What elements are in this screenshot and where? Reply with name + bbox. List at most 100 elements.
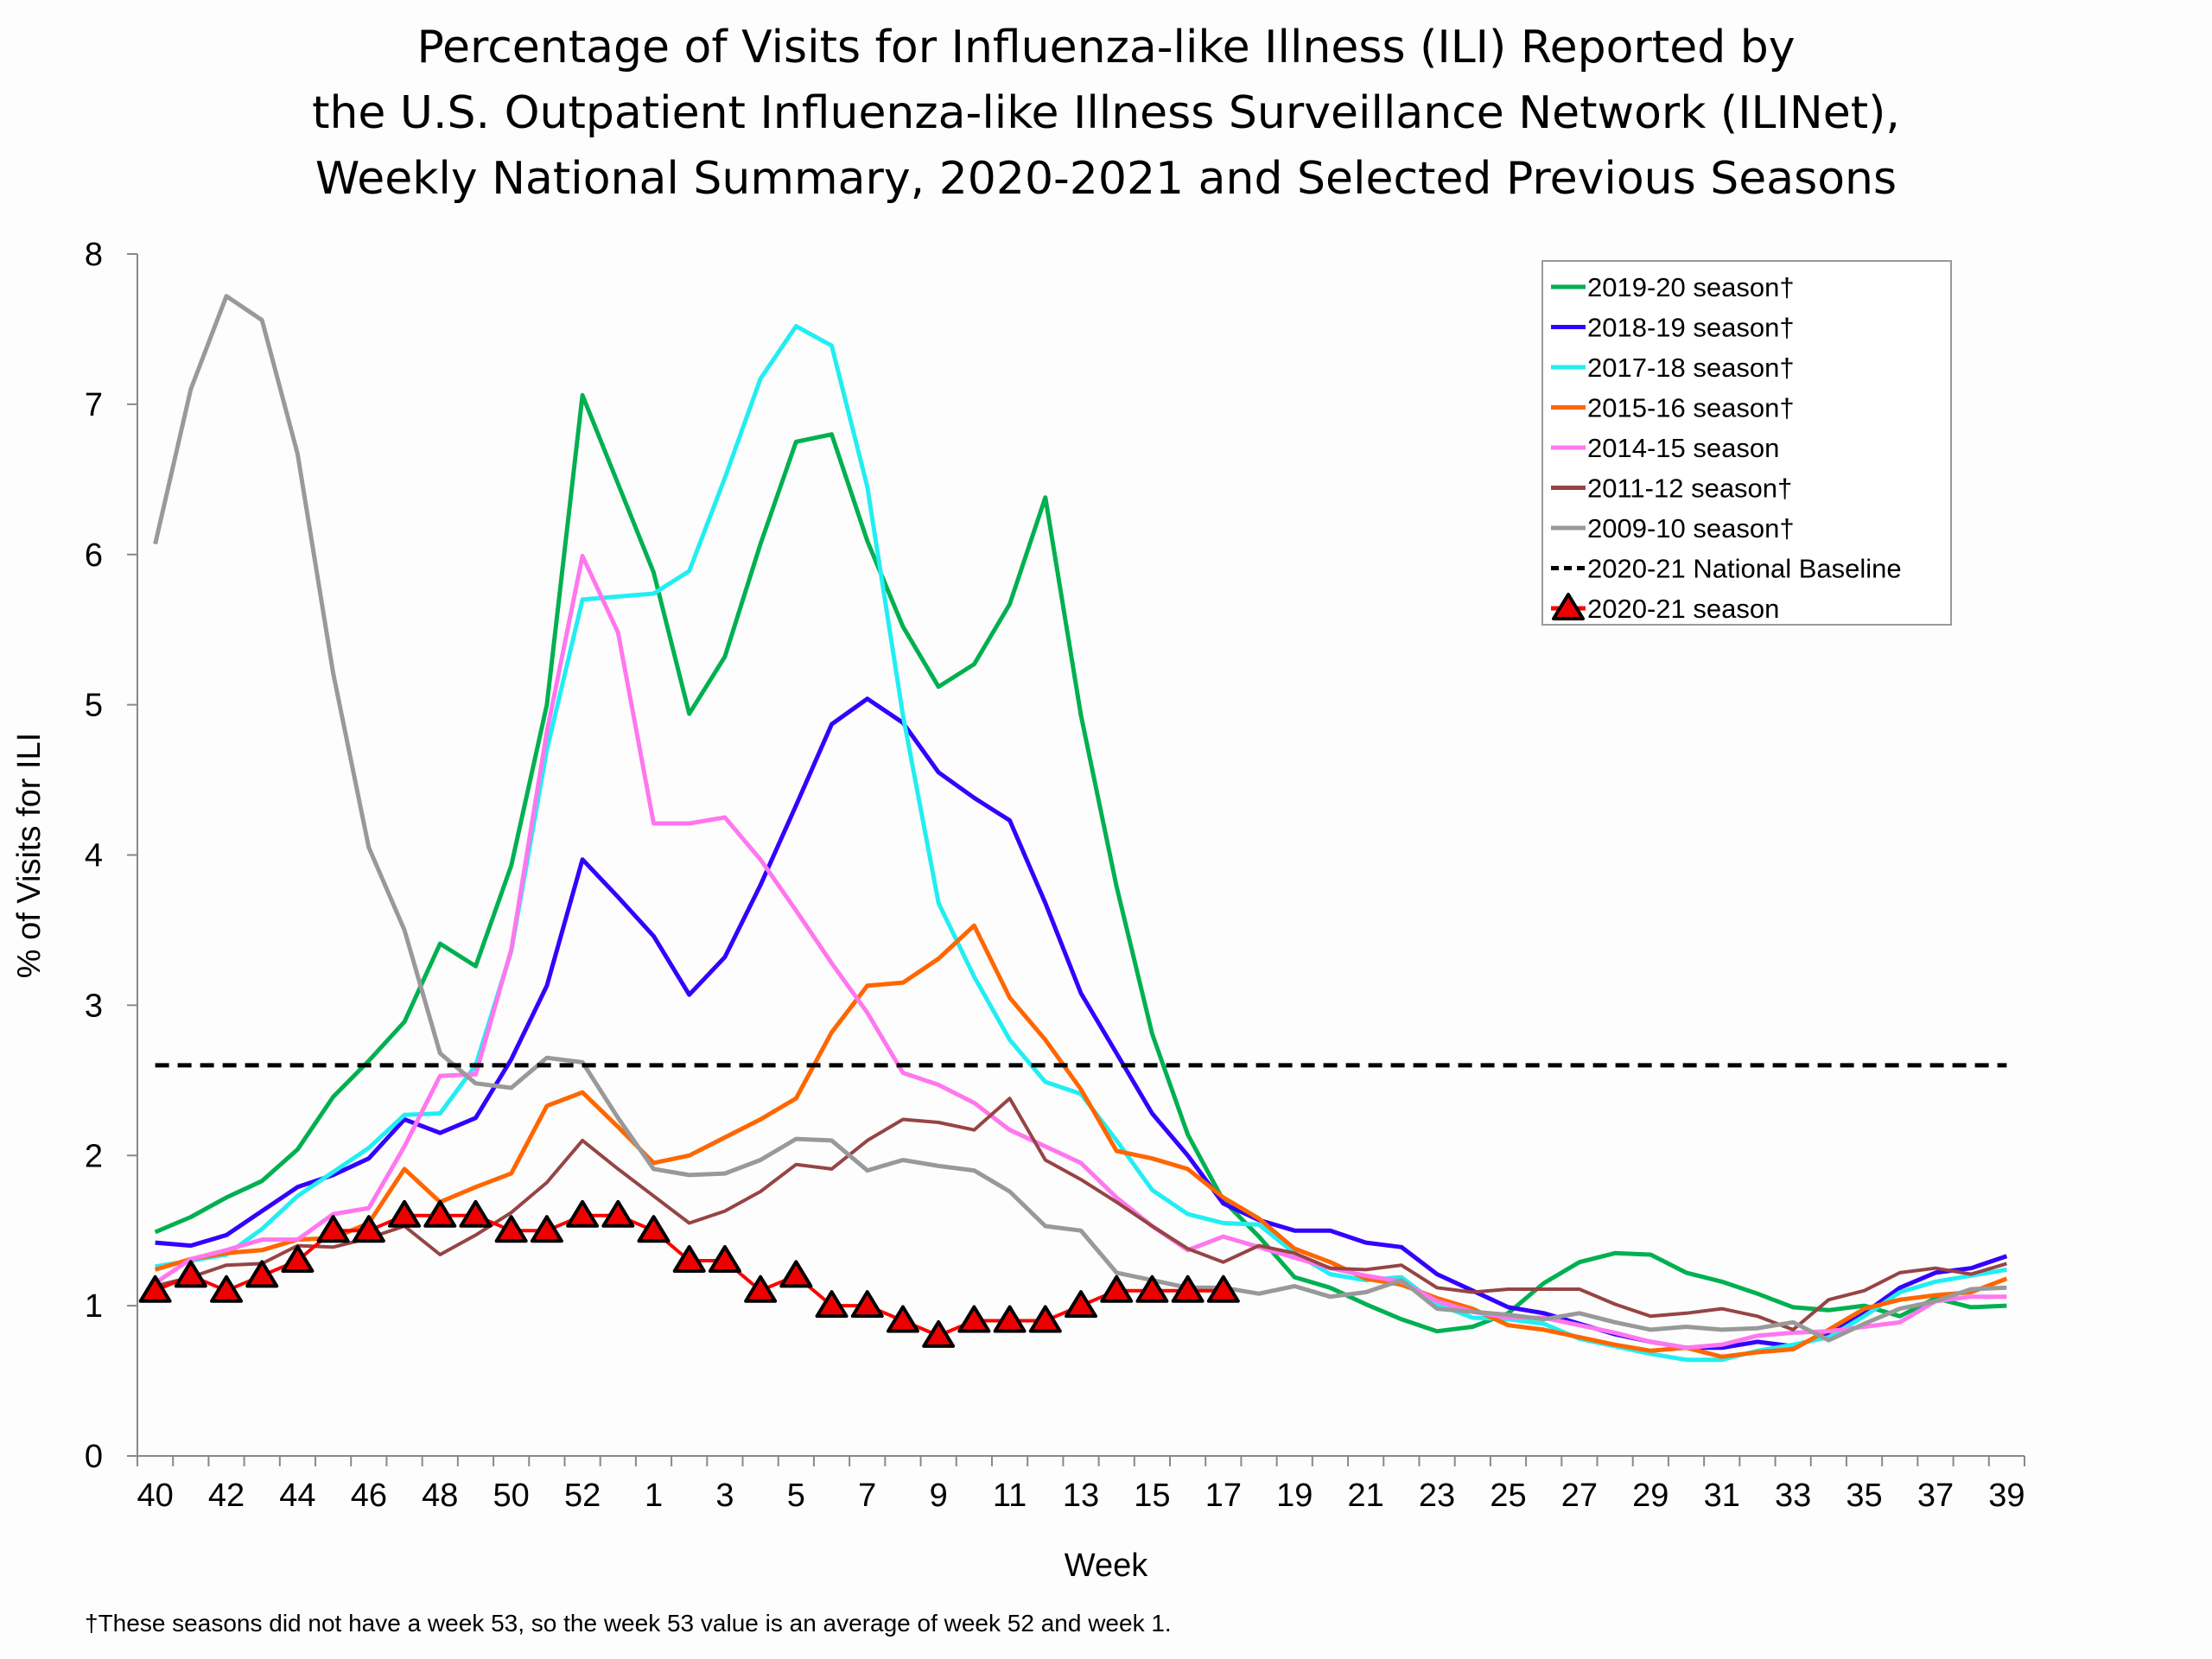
triangle-marker <box>957 1305 991 1333</box>
legend-item-2018-19-season: 2018-19 season† <box>1551 313 1795 343</box>
y-tick-label: 2 <box>85 1138 103 1174</box>
y-tick-label: 1 <box>85 1288 103 1325</box>
legend-label: 2009-10 season† <box>1587 513 1795 543</box>
x-tick-label: 21 <box>1348 1478 1384 1514</box>
triangle-marker <box>245 1260 279 1288</box>
series-line-2011-12-season <box>155 1096 2007 1332</box>
triangle-marker <box>601 1199 635 1228</box>
legend-item-2019-20-season: 2019-20 season† <box>1551 272 1795 302</box>
series-line-2009-10-season <box>153 294 2007 1343</box>
x-tick-label: 46 <box>351 1478 387 1514</box>
x-tick-label: 29 <box>1632 1478 1669 1514</box>
y-tick-label: 5 <box>85 688 103 724</box>
triangle-marker <box>138 1274 172 1303</box>
x-tick-label: 1 <box>645 1478 663 1514</box>
footnote: †These seasons did not have a week 53, s… <box>85 1610 1172 1637</box>
triangle-marker <box>1065 1290 1097 1319</box>
x-tick-label: 40 <box>137 1478 173 1514</box>
x-tick-label: 23 <box>1419 1478 1455 1514</box>
series-line-2015-16-season <box>154 923 2008 1359</box>
triangle-marker <box>1100 1274 1134 1303</box>
triangle-marker <box>1028 1305 1062 1333</box>
legend-item-2015-16-season: 2015-16 season† <box>1551 393 1795 423</box>
x-tick-label: 50 <box>493 1478 530 1514</box>
legend-box <box>1541 260 1952 626</box>
x-tick-label: 33 <box>1775 1478 1811 1514</box>
chart-title-line-2: the U.S. Outpatient Influenza-like Illne… <box>312 87 1900 139</box>
triangle-marker <box>850 1290 884 1319</box>
x-tick-label: 31 <box>1704 1478 1740 1514</box>
series-line-2019-20-season <box>154 392 2007 1334</box>
chart-title-line-1: Percentage of Visits for Influenza-like … <box>416 22 1795 73</box>
triangle-marker <box>530 1215 563 1243</box>
x-tick-label: 37 <box>1917 1478 1954 1514</box>
triangle-marker <box>210 1274 244 1303</box>
triangle-marker <box>459 1199 493 1228</box>
x-tick-label: 3 <box>715 1478 734 1514</box>
triangle-marker <box>708 1244 741 1273</box>
legend-label: 2017-18 season† <box>1587 353 1795 383</box>
triangle-marker <box>423 1199 457 1228</box>
legend-label: 2015-16 season† <box>1587 393 1795 423</box>
x-tick-label: 9 <box>930 1478 948 1514</box>
triangle-marker <box>174 1260 207 1288</box>
x-tick-label: 15 <box>1134 1478 1170 1514</box>
triangle-marker <box>1135 1274 1169 1303</box>
triangle-marker <box>388 1199 422 1228</box>
x-tick-label: 11 <box>993 1478 1027 1514</box>
triangle-marker <box>1171 1274 1205 1303</box>
legend-item-2020-21-national-baseline: 2020-21 National Baseline <box>1551 554 1902 584</box>
legend-label: 2018-19 season† <box>1587 313 1795 343</box>
triangle-marker <box>672 1244 706 1273</box>
legend-item-2014-15-season: 2014-15 season <box>1551 433 1779 463</box>
triangle-marker <box>637 1215 671 1243</box>
legend-item-2017-18-season: 2017-18 season† <box>1551 353 1795 383</box>
x-tick-label: 5 <box>787 1478 805 1514</box>
x-tick-label: 44 <box>279 1478 315 1514</box>
x-tick-label: 19 <box>1276 1478 1313 1514</box>
y-tick-label: 0 <box>85 1439 103 1475</box>
triangle-marker <box>316 1215 350 1243</box>
y-tick-label: 8 <box>85 237 103 273</box>
triangle-marker <box>1552 593 1585 620</box>
x-tick-label: 27 <box>1561 1478 1598 1514</box>
triangle-marker <box>779 1260 813 1288</box>
x-tick-label: 25 <box>1490 1478 1526 1514</box>
legend-label: 2019-20 season† <box>1587 272 1795 302</box>
legend-item-2009-10-season: 2009-10 season† <box>1551 513 1795 543</box>
legend-label: 2020-21 season <box>1587 594 1779 624</box>
x-tick-label: 35 <box>1846 1478 1882 1514</box>
x-tick-label: 42 <box>208 1478 245 1514</box>
x-tick-label: 48 <box>422 1478 458 1514</box>
triangle-marker <box>352 1215 385 1243</box>
y-tick-label: 7 <box>85 387 103 423</box>
legend-item-2020-21-season: 2020-21 season <box>1551 593 1779 624</box>
triangle-marker <box>494 1215 528 1243</box>
x-tick-label: 52 <box>564 1478 601 1514</box>
x-tick-label: 17 <box>1205 1478 1242 1514</box>
triangle-marker <box>993 1305 1027 1333</box>
triangle-marker <box>744 1274 778 1303</box>
legend-item-2011-12-season: 2011-12 season† <box>1551 474 1792 504</box>
legend: 2019-20 season† 2018-19 season† 2017-18 se… <box>1541 260 1952 626</box>
triangle-marker <box>566 1199 600 1228</box>
x-tick-label: 13 <box>1063 1478 1099 1514</box>
legend-label: 2014-15 season <box>1587 433 1779 463</box>
y-axis-label: % of Visits for ILI <box>11 733 48 978</box>
series-line-2017-18-season <box>155 324 2007 1363</box>
y-tick-label: 4 <box>85 838 103 874</box>
x-tick-label: 7 <box>858 1478 876 1514</box>
chart-title-line-3: Weekly National Summary, 2020-2021 and S… <box>315 153 1897 205</box>
legend-label: 2011-12 season† <box>1587 474 1792 504</box>
triangle-marker <box>886 1305 919 1333</box>
x-tick-label: 39 <box>1988 1478 2024 1514</box>
legend-label: 2020-21 National Baseline <box>1587 554 1902 584</box>
triangle-marker <box>1206 1274 1240 1303</box>
triangle-marker <box>922 1319 956 1348</box>
triangle-marker <box>815 1290 849 1319</box>
y-tick-label: 3 <box>85 988 103 1024</box>
x-axis-label: Week <box>1065 1548 1148 1584</box>
series-line-2020-21-season <box>154 1213 1224 1338</box>
